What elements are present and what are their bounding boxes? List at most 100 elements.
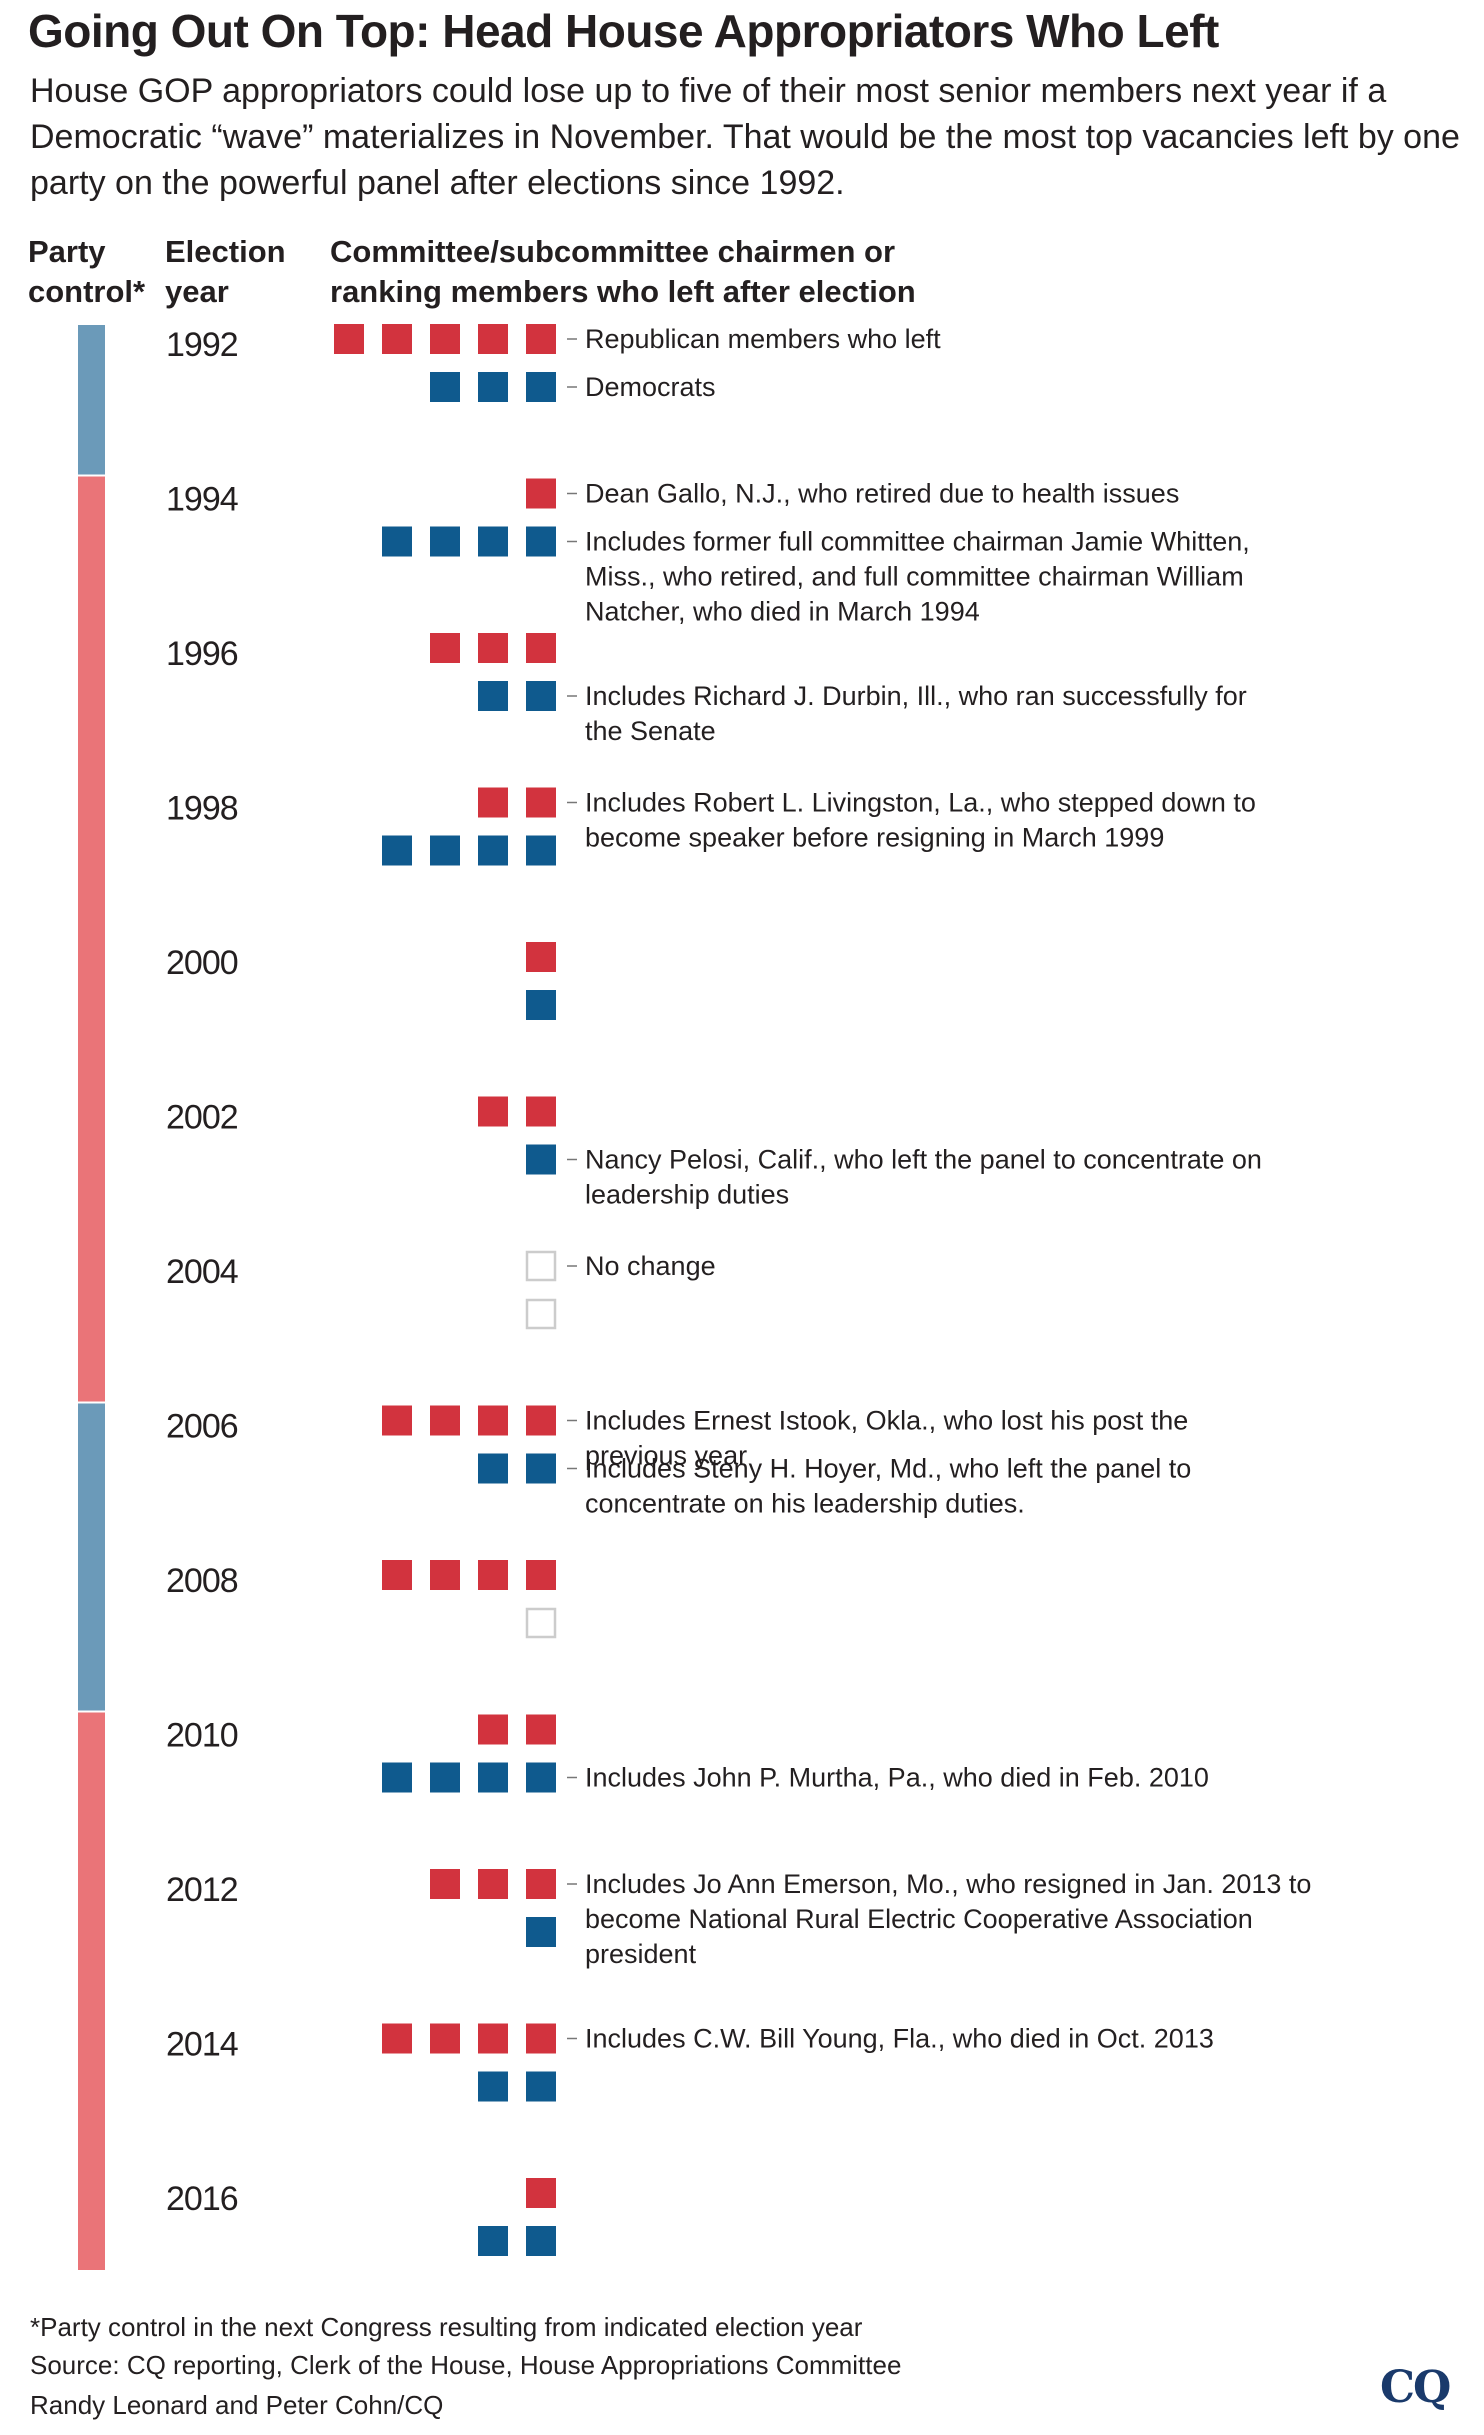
year-label-2010: 2010 bbox=[166, 1717, 238, 1755]
header-party-control: Party control* bbox=[28, 234, 146, 309]
year-label-1996: 1996 bbox=[166, 635, 238, 673]
democrat-square-2000-1 bbox=[526, 990, 556, 1020]
democrat-square-2010-3 bbox=[430, 1762, 460, 1793]
republican-square-2002-1 bbox=[526, 1096, 556, 1127]
republican-square-1992-4 bbox=[382, 324, 412, 354]
democrat-square-1994-2 bbox=[478, 526, 508, 557]
note-1994-democrat-line-2: Miss., who retired, and full committee c… bbox=[585, 562, 1244, 592]
republican-square-1994-1 bbox=[526, 478, 556, 509]
republican-square-2000-1 bbox=[526, 942, 556, 972]
note-1994-democrat-line-1: Includes former full committee chairman … bbox=[585, 527, 1250, 557]
democrat-square-1992-1 bbox=[526, 372, 556, 402]
democrat-square-1996-1 bbox=[526, 681, 556, 711]
empty-square-2008 bbox=[525, 1607, 557, 1639]
year-label-2006: 2006 bbox=[166, 1408, 238, 1446]
republican-square-2014-1 bbox=[526, 2023, 556, 2054]
year-label-2004: 2004 bbox=[166, 1253, 238, 1291]
republican-square-1996-2 bbox=[478, 633, 508, 663]
empty-square-2004-top bbox=[525, 1250, 557, 1282]
democrat-square-2002-1 bbox=[526, 1144, 556, 1175]
republican-square-2010-1 bbox=[526, 1714, 556, 1745]
republican-square-2006-1 bbox=[526, 1405, 556, 1436]
democrat-square-1998-2 bbox=[478, 835, 508, 866]
democrat-square-1992-2 bbox=[478, 372, 508, 402]
republican-square-1992-5 bbox=[334, 324, 364, 354]
party-control-bar-2010 bbox=[78, 1712, 105, 2270]
republican-square-1992-1 bbox=[526, 324, 556, 354]
democrat-square-2010-2 bbox=[478, 1762, 508, 1793]
republican-square-2006-2 bbox=[478, 1405, 508, 1436]
democrat-square-2014-1 bbox=[526, 2071, 556, 2102]
republican-square-1992-2 bbox=[478, 324, 508, 354]
note-2012-republican-line-3: president bbox=[585, 1939, 697, 1969]
cq-logo: CQ bbox=[1380, 2362, 1451, 2413]
republican-square-2014-3 bbox=[430, 2023, 460, 2054]
party-control-bar-1992 bbox=[78, 325, 105, 475]
year-label-1994: 1994 bbox=[166, 481, 238, 519]
democrat-square-1996-2 bbox=[478, 681, 508, 711]
republican-square-2012-3 bbox=[430, 1869, 460, 1899]
republican-square-2008-3 bbox=[430, 1560, 460, 1590]
republican-square-2008-4 bbox=[382, 1560, 412, 1590]
democrat-square-2010-1 bbox=[526, 1762, 556, 1793]
note-2002-democrat-line-1: Nancy Pelosi, Calif., who left the panel… bbox=[585, 1145, 1262, 1175]
democrat-square-2006-2 bbox=[478, 1453, 508, 1484]
republican-square-1998-2 bbox=[478, 787, 508, 818]
chart-title: Going Out On Top: Head House Appropriato… bbox=[28, 5, 1219, 57]
footnote: *Party control in the next Congress resu… bbox=[30, 2312, 863, 2342]
party-control-bar-2006 bbox=[78, 1403, 105, 1711]
year-label-1998: 1998 bbox=[166, 790, 238, 828]
note-1996-democrat-line-2: the Senate bbox=[585, 716, 716, 746]
note-2012-republican-line-2: become National Rural Electric Cooperati… bbox=[585, 1904, 1253, 1934]
democrat-square-1998-4 bbox=[382, 835, 412, 866]
credit-line: Randy Leonard and Peter Cohn/CQ bbox=[30, 2390, 444, 2420]
year-label-2012: 2012 bbox=[166, 1871, 238, 1909]
republican-square-2008-1 bbox=[526, 1560, 556, 1590]
note-2014-republican-line-1: Includes C.W. Bill Young, Fla., who died… bbox=[585, 2024, 1214, 2054]
note-1998-republican-line-2: become speaker before resigning in March… bbox=[585, 823, 1164, 853]
republican-square-1996-3 bbox=[430, 633, 460, 663]
year-label-2000: 2000 bbox=[166, 944, 238, 982]
chart-subtitle: House GOP appropriators could lose up to… bbox=[30, 72, 1460, 202]
year-label-2016: 2016 bbox=[166, 2180, 238, 2218]
democrat-square-1992-3 bbox=[430, 372, 460, 402]
year-label-2002: 2002 bbox=[166, 1099, 238, 1137]
republican-square-2008-2 bbox=[478, 1560, 508, 1590]
note-2006-democrat-line-2: concentrate on his leadership duties. bbox=[585, 1489, 1025, 1519]
democrat-square-1994-1 bbox=[526, 526, 556, 557]
year-label-2008: 2008 bbox=[166, 1562, 238, 1600]
note-2004-republican-line-1: No change bbox=[585, 1251, 716, 1281]
democrat-square-1998-3 bbox=[430, 835, 460, 866]
header-members: Committee/subcommittee chairmen or ranki… bbox=[330, 234, 916, 309]
democrat-square-1994-4 bbox=[382, 526, 412, 557]
source-line: Source: CQ reporting, Clerk of the House… bbox=[30, 2350, 902, 2380]
democrat-square-2014-2 bbox=[478, 2071, 508, 2102]
democrat-square-2016-2 bbox=[478, 2226, 508, 2256]
note-2006-republican-line-1: Includes Ernest Istook, Okla., who lost … bbox=[585, 1406, 1188, 1436]
note-1996-democrat-line-1: Includes Richard J. Durbin, Ill., who ra… bbox=[585, 681, 1247, 711]
democrat-square-1994-3 bbox=[430, 526, 460, 557]
note-2002-democrat-line-2: leadership duties bbox=[585, 1180, 789, 1210]
empty-square-2004-bottom bbox=[525, 1298, 557, 1330]
note-1992-democrat-line-1: Democrats bbox=[585, 372, 716, 402]
democrat-square-2012-1 bbox=[526, 1917, 556, 1947]
republican-square-2014-4 bbox=[382, 2023, 412, 2054]
year-label-2014: 2014 bbox=[166, 2026, 238, 2064]
republican-square-2016-1 bbox=[526, 2178, 556, 2208]
note-1994-democrat-line-3: Natcher, who died in March 1994 bbox=[585, 597, 980, 627]
year-label-1992: 1992 bbox=[166, 326, 238, 364]
note-2006-democrat-line-1: Includes Steny H. Hoyer, Md., who left t… bbox=[585, 1454, 1191, 1484]
republican-square-1998-1 bbox=[526, 787, 556, 818]
republican-square-2012-2 bbox=[478, 1869, 508, 1899]
republican-square-2012-1 bbox=[526, 1869, 556, 1899]
party-control-bar-1994 bbox=[78, 476, 105, 1402]
note-1998-republican-line-1: Includes Robert L. Livingston, La., who … bbox=[585, 788, 1256, 818]
header-election-year: Election year bbox=[165, 234, 286, 309]
note-2006-republican-line-2: previous year bbox=[585, 1441, 747, 1471]
republican-square-2006-4 bbox=[382, 1405, 412, 1436]
democrat-square-2010-4 bbox=[382, 1762, 412, 1793]
republican-square-2006-3 bbox=[430, 1405, 460, 1436]
note-1994-republican-line-1: Dean Gallo, N.J., who retired due to hea… bbox=[585, 479, 1179, 509]
note-1992-republican-line-1: Republican members who left bbox=[585, 324, 941, 354]
